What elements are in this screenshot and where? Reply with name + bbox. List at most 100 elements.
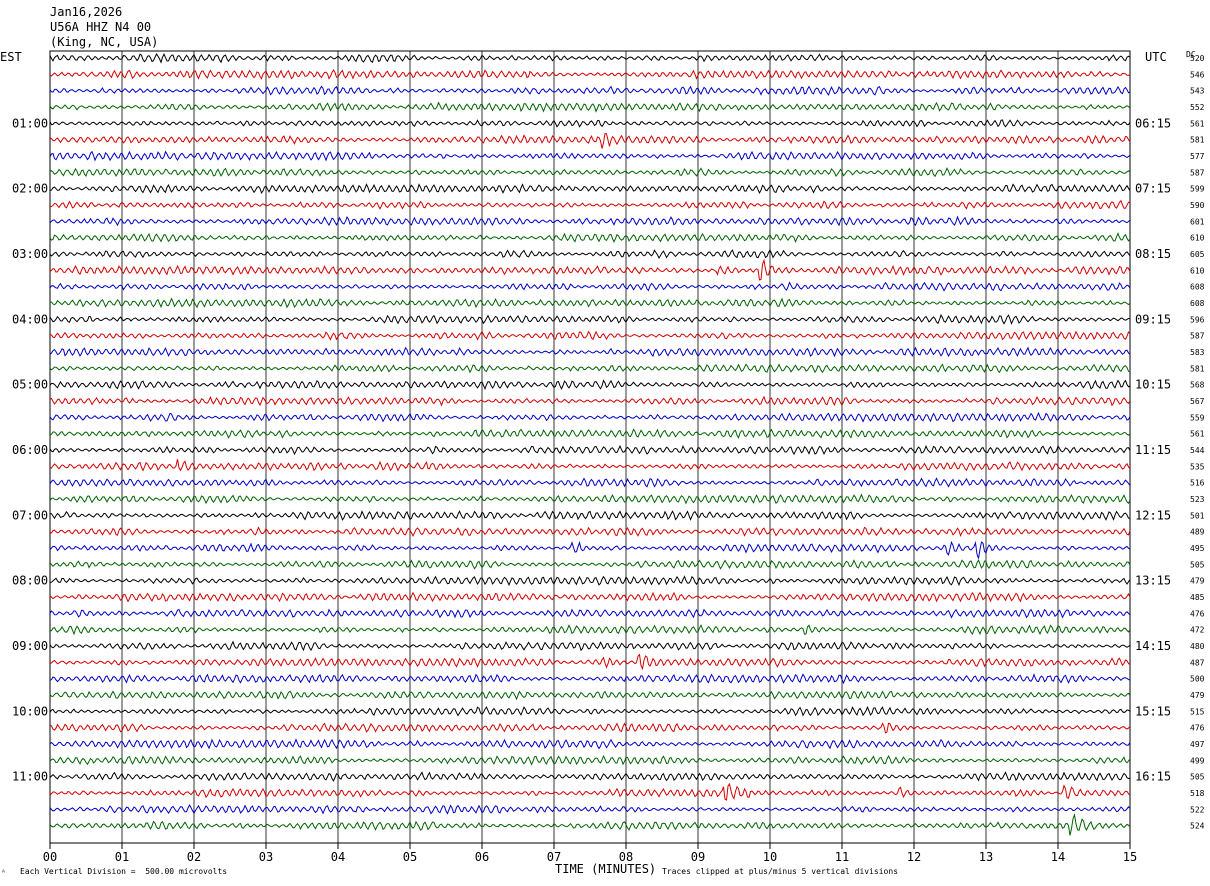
- dc-offset-label: 487: [1190, 658, 1205, 667]
- trace-line: [49, 199, 1131, 210]
- trace-line: [49, 755, 1131, 766]
- est-hour-label: 03:00: [12, 247, 48, 261]
- dc-offset-label: 518: [1190, 789, 1205, 798]
- trace-line: [49, 510, 1131, 521]
- dc-offset-label: 515: [1190, 707, 1205, 716]
- dc-column-label: DC: [1186, 50, 1196, 59]
- trace-line: [49, 85, 1131, 97]
- x-tick-label: 01: [115, 850, 129, 864]
- trace-line: [49, 705, 1131, 717]
- dc-offset-label: 599: [1190, 185, 1205, 194]
- dc-offset-label: 495: [1190, 544, 1205, 553]
- x-axis-title: TIME (MINUTES): [555, 862, 657, 876]
- dc-offset-label: 522: [1190, 805, 1205, 814]
- trace-line: [49, 722, 1131, 734]
- dc-offset-label: 610: [1190, 266, 1205, 275]
- trace-line: [49, 673, 1131, 685]
- x-tick-label: 11: [835, 850, 849, 864]
- clip-note: Traces clipped at plus/minus 5 vertical …: [662, 867, 899, 876]
- est-hour-label: 06:00: [12, 443, 48, 457]
- dc-offset-label: 479: [1190, 691, 1205, 700]
- dc-offset-label: 581: [1190, 136, 1205, 145]
- dc-offset-label: 581: [1190, 364, 1205, 373]
- trace-line: [49, 183, 1131, 194]
- est-hour-label: 08:00: [12, 574, 48, 588]
- trace-line: [49, 330, 1131, 341]
- dc-offset-label: 476: [1190, 609, 1205, 618]
- trace-line: [49, 428, 1131, 439]
- dc-offset-label: 524: [1190, 822, 1205, 831]
- dc-offset-label: 546: [1190, 70, 1205, 79]
- dc-offset-label: 596: [1190, 315, 1205, 324]
- station-location: (King, NC, USA): [50, 35, 159, 49]
- est-hour-label: 05:00: [12, 378, 48, 392]
- utc-hour-label: 16:15: [1135, 770, 1171, 784]
- dc-offset-label: 505: [1190, 773, 1205, 782]
- est-hour-label: 04:00: [12, 312, 48, 326]
- dc-offset-label: 499: [1190, 756, 1205, 765]
- x-tick-label: 04: [331, 850, 345, 864]
- x-tick-label: 14: [1051, 850, 1065, 864]
- trace-line: [49, 782, 1131, 801]
- est-hour-label: 09:00: [12, 639, 48, 653]
- trace-line: [49, 526, 1131, 538]
- trace-line: [49, 575, 1131, 587]
- trace-line: [49, 771, 1131, 782]
- x-tick-label: 02: [187, 850, 201, 864]
- trace-line: [49, 624, 1131, 636]
- est-axis-label: EST: [0, 50, 22, 64]
- trace-line: [49, 540, 1131, 559]
- trace-line: [49, 133, 1131, 149]
- trace-line: [49, 363, 1131, 374]
- x-tick-label: 12: [907, 850, 921, 864]
- scale-note: Each Vertical Division = 500.00 microvol…: [20, 867, 228, 876]
- dc-offset-label: 489: [1190, 528, 1205, 537]
- trace-line: [49, 813, 1131, 836]
- dc-offset-label: 497: [1190, 740, 1205, 749]
- dc-offset-label: 605: [1190, 250, 1205, 259]
- trace-line: [49, 313, 1131, 325]
- trace-line: [49, 411, 1131, 423]
- utc-hour-label: 14:15: [1135, 639, 1171, 653]
- dc-offset-label: 577: [1190, 152, 1205, 161]
- plot-frame: [49, 50, 1131, 844]
- utc-hour-label: 13:15: [1135, 574, 1171, 588]
- trace-line: [49, 346, 1131, 358]
- trace-line: [49, 248, 1131, 260]
- trace-line: [49, 258, 1131, 281]
- trace-line: [49, 101, 1131, 113]
- dc-offset-label: 559: [1190, 413, 1205, 422]
- dc-offset-label: 561: [1190, 119, 1205, 128]
- x-tick-label: 00: [43, 850, 57, 864]
- dc-offset-label: 552: [1190, 103, 1205, 112]
- utc-hour-label: 12:15: [1135, 508, 1171, 522]
- dc-offset-label: 544: [1190, 446, 1205, 455]
- dc-offset-label: 608: [1190, 299, 1205, 308]
- trace-line: [49, 803, 1131, 815]
- trace-line: [49, 591, 1131, 603]
- dc-offset-label: 479: [1190, 577, 1205, 586]
- x-tick-label: 06: [475, 850, 489, 864]
- dc-offset-label: 472: [1190, 626, 1205, 635]
- trace-line: [49, 395, 1131, 407]
- trace-line: [49, 477, 1131, 488]
- trace-line: [49, 738, 1131, 750]
- trace-line: [49, 119, 1131, 128]
- dc-offset-label: 587: [1190, 332, 1205, 341]
- trace-line: [49, 167, 1131, 178]
- dc-offset-label: 568: [1190, 381, 1205, 390]
- utc-hour-label: 06:15: [1135, 116, 1171, 130]
- utc-hour-label: 07:15: [1135, 182, 1171, 196]
- trace-line: [49, 444, 1131, 456]
- trace-line: [49, 379, 1131, 391]
- trace-line: [49, 640, 1131, 652]
- utc-hour-label: 11:15: [1135, 443, 1171, 457]
- x-tick-label: 03: [259, 850, 273, 864]
- dc-offset-label: 601: [1190, 217, 1205, 226]
- scale-icon: ᴬ: [1, 868, 6, 877]
- est-hour-label: 07:00: [12, 508, 48, 522]
- dc-offset-label: 561: [1190, 430, 1205, 439]
- dc-offset-label: 535: [1190, 462, 1205, 471]
- est-hour-label: 02:00: [12, 182, 48, 196]
